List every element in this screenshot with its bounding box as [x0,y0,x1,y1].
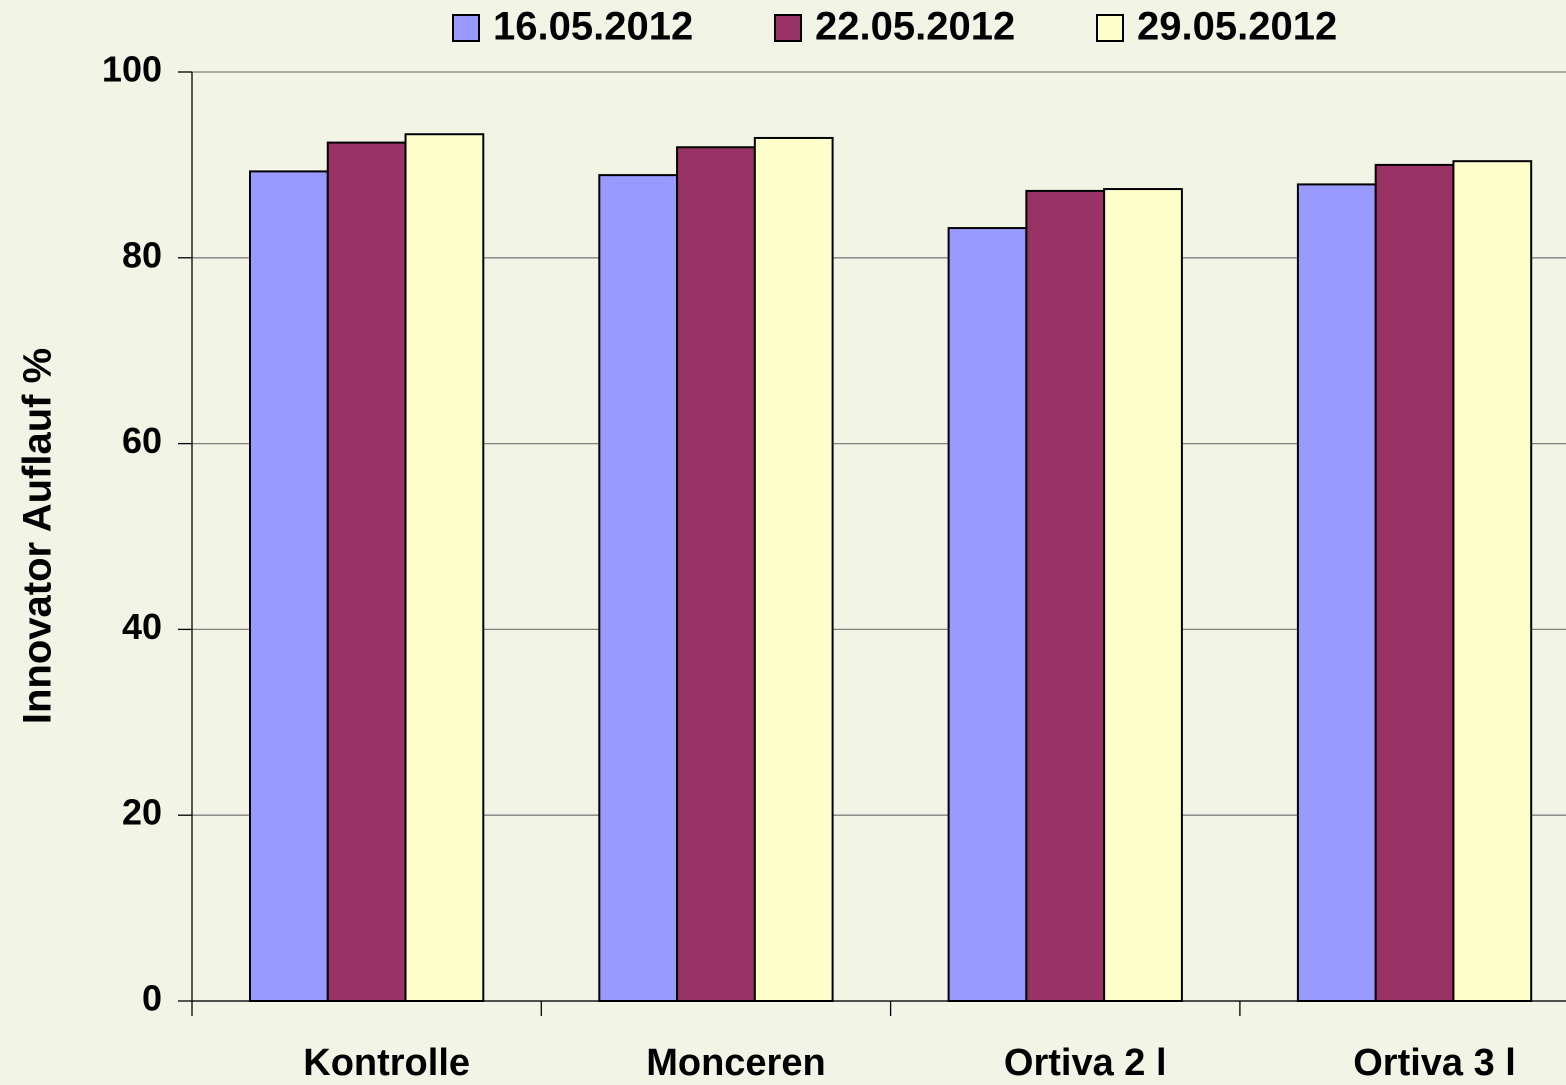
legend-swatch [452,14,480,42]
legend-swatch [1096,14,1124,42]
y-tick-label: 20 [122,792,162,833]
legend-label: 16.05.2012 [493,5,693,49]
y-tick-label: 0 [142,978,162,1019]
bar [249,170,329,1002]
y-tick-label: 40 [122,606,162,647]
x-tick-label: Monceren [646,1042,825,1084]
x-tick-label: Ortiva 2 l [1004,1042,1167,1084]
y-tick-label: 100 [102,49,162,90]
bar [404,133,485,1003]
bar [1025,189,1106,1003]
legend-label: 22.05.2012 [815,5,1015,49]
bar [676,146,756,1002]
bar [947,227,1028,1002]
bar [1103,188,1183,1002]
bar [1452,160,1533,1002]
x-tick-label: Ortiva 3 l [1353,1042,1516,1084]
legend-label: 29.05.2012 [1137,5,1337,49]
bar [1296,183,1377,1002]
bar [753,136,834,1003]
y-axis-label: Innovator Auflauf % [16,348,60,724]
legend-swatch [774,14,802,42]
y-tick-label: 60 [122,420,162,461]
bar [1374,163,1455,1002]
bar [326,141,407,1002]
x-tick-label: Kontrolle [303,1042,470,1084]
bar [598,174,679,1002]
y-tick-label: 80 [122,234,162,275]
